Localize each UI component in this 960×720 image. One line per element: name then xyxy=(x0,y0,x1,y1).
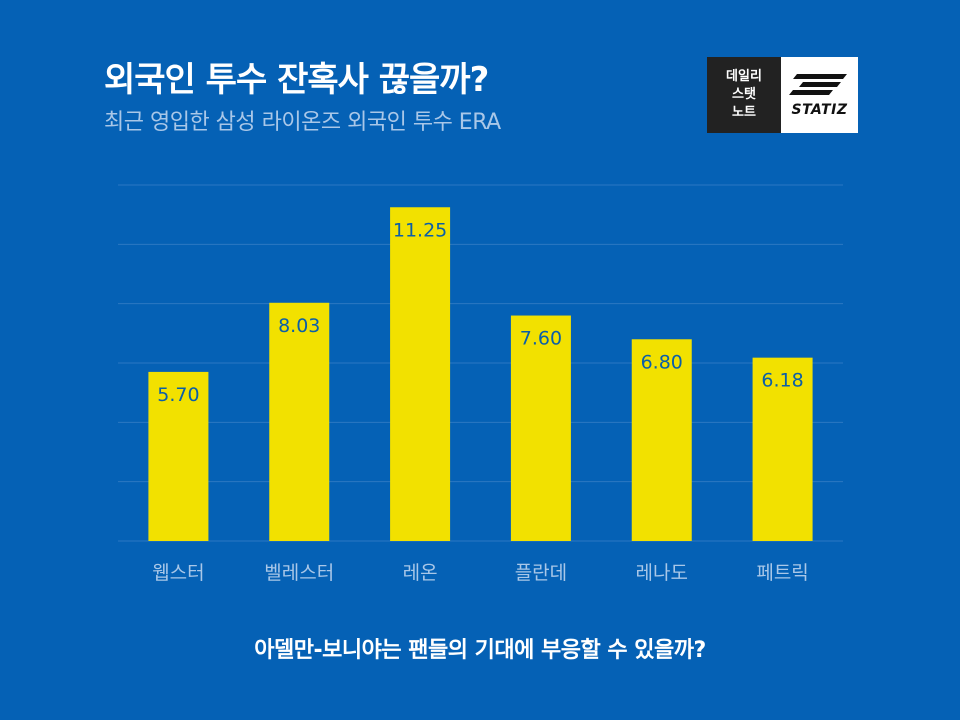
bar-value-label: 5.70 xyxy=(157,384,199,406)
bar-value-label: 8.03 xyxy=(278,315,320,337)
category-label: 페트릭 xyxy=(756,562,808,584)
bar-2 xyxy=(269,302,330,541)
statiz-brand-name: STATIZ xyxy=(791,102,848,118)
category-label: 웹스터 xyxy=(152,562,204,584)
bar-6 xyxy=(752,357,813,541)
statiz-mark-icon xyxy=(788,74,847,95)
era-bar-chart: 5.70 웹스터 8.03 벨레스터 11.25 레온 7.60 플란데 6.80 레나도 6.18… xyxy=(118,184,843,584)
bar-5 xyxy=(631,339,692,541)
bar-1 xyxy=(148,371,209,541)
bar-value-label: 6.18 xyxy=(761,370,803,392)
logo-line-3: 노트 xyxy=(732,105,756,120)
footer-caption: 아델만-보니야는 팬들의 기대에 부응할 수 있을까? xyxy=(254,638,706,663)
bar-3 xyxy=(390,207,451,541)
chart-title: 외국인 투수 잔혹사 끊을까? xyxy=(104,60,489,100)
chart-subtitle: 최근 영입한 삼성 라이온즈 외국인 투수 ERA xyxy=(104,110,501,135)
statiz-logo: 데일리 스탯 노트 STATIZ xyxy=(707,57,858,133)
bar-value-label: 11.25 xyxy=(393,219,447,241)
category-label: 벨레스터 xyxy=(264,562,334,584)
bar-value-label: 7.60 xyxy=(520,328,562,350)
statiz-brand-panel: STATIZ xyxy=(781,57,858,133)
logo-line-2: 스탯 xyxy=(732,87,756,102)
bar-4 xyxy=(510,315,571,541)
category-label: 레나도 xyxy=(636,562,688,584)
bar-value-label: 6.80 xyxy=(641,351,683,373)
logo-line-1: 데일리 xyxy=(726,69,762,84)
category-label: 레온 xyxy=(403,562,438,584)
daily-stat-note-badge: 데일리 스탯 노트 xyxy=(707,57,781,133)
category-label: 플란데 xyxy=(515,562,567,584)
